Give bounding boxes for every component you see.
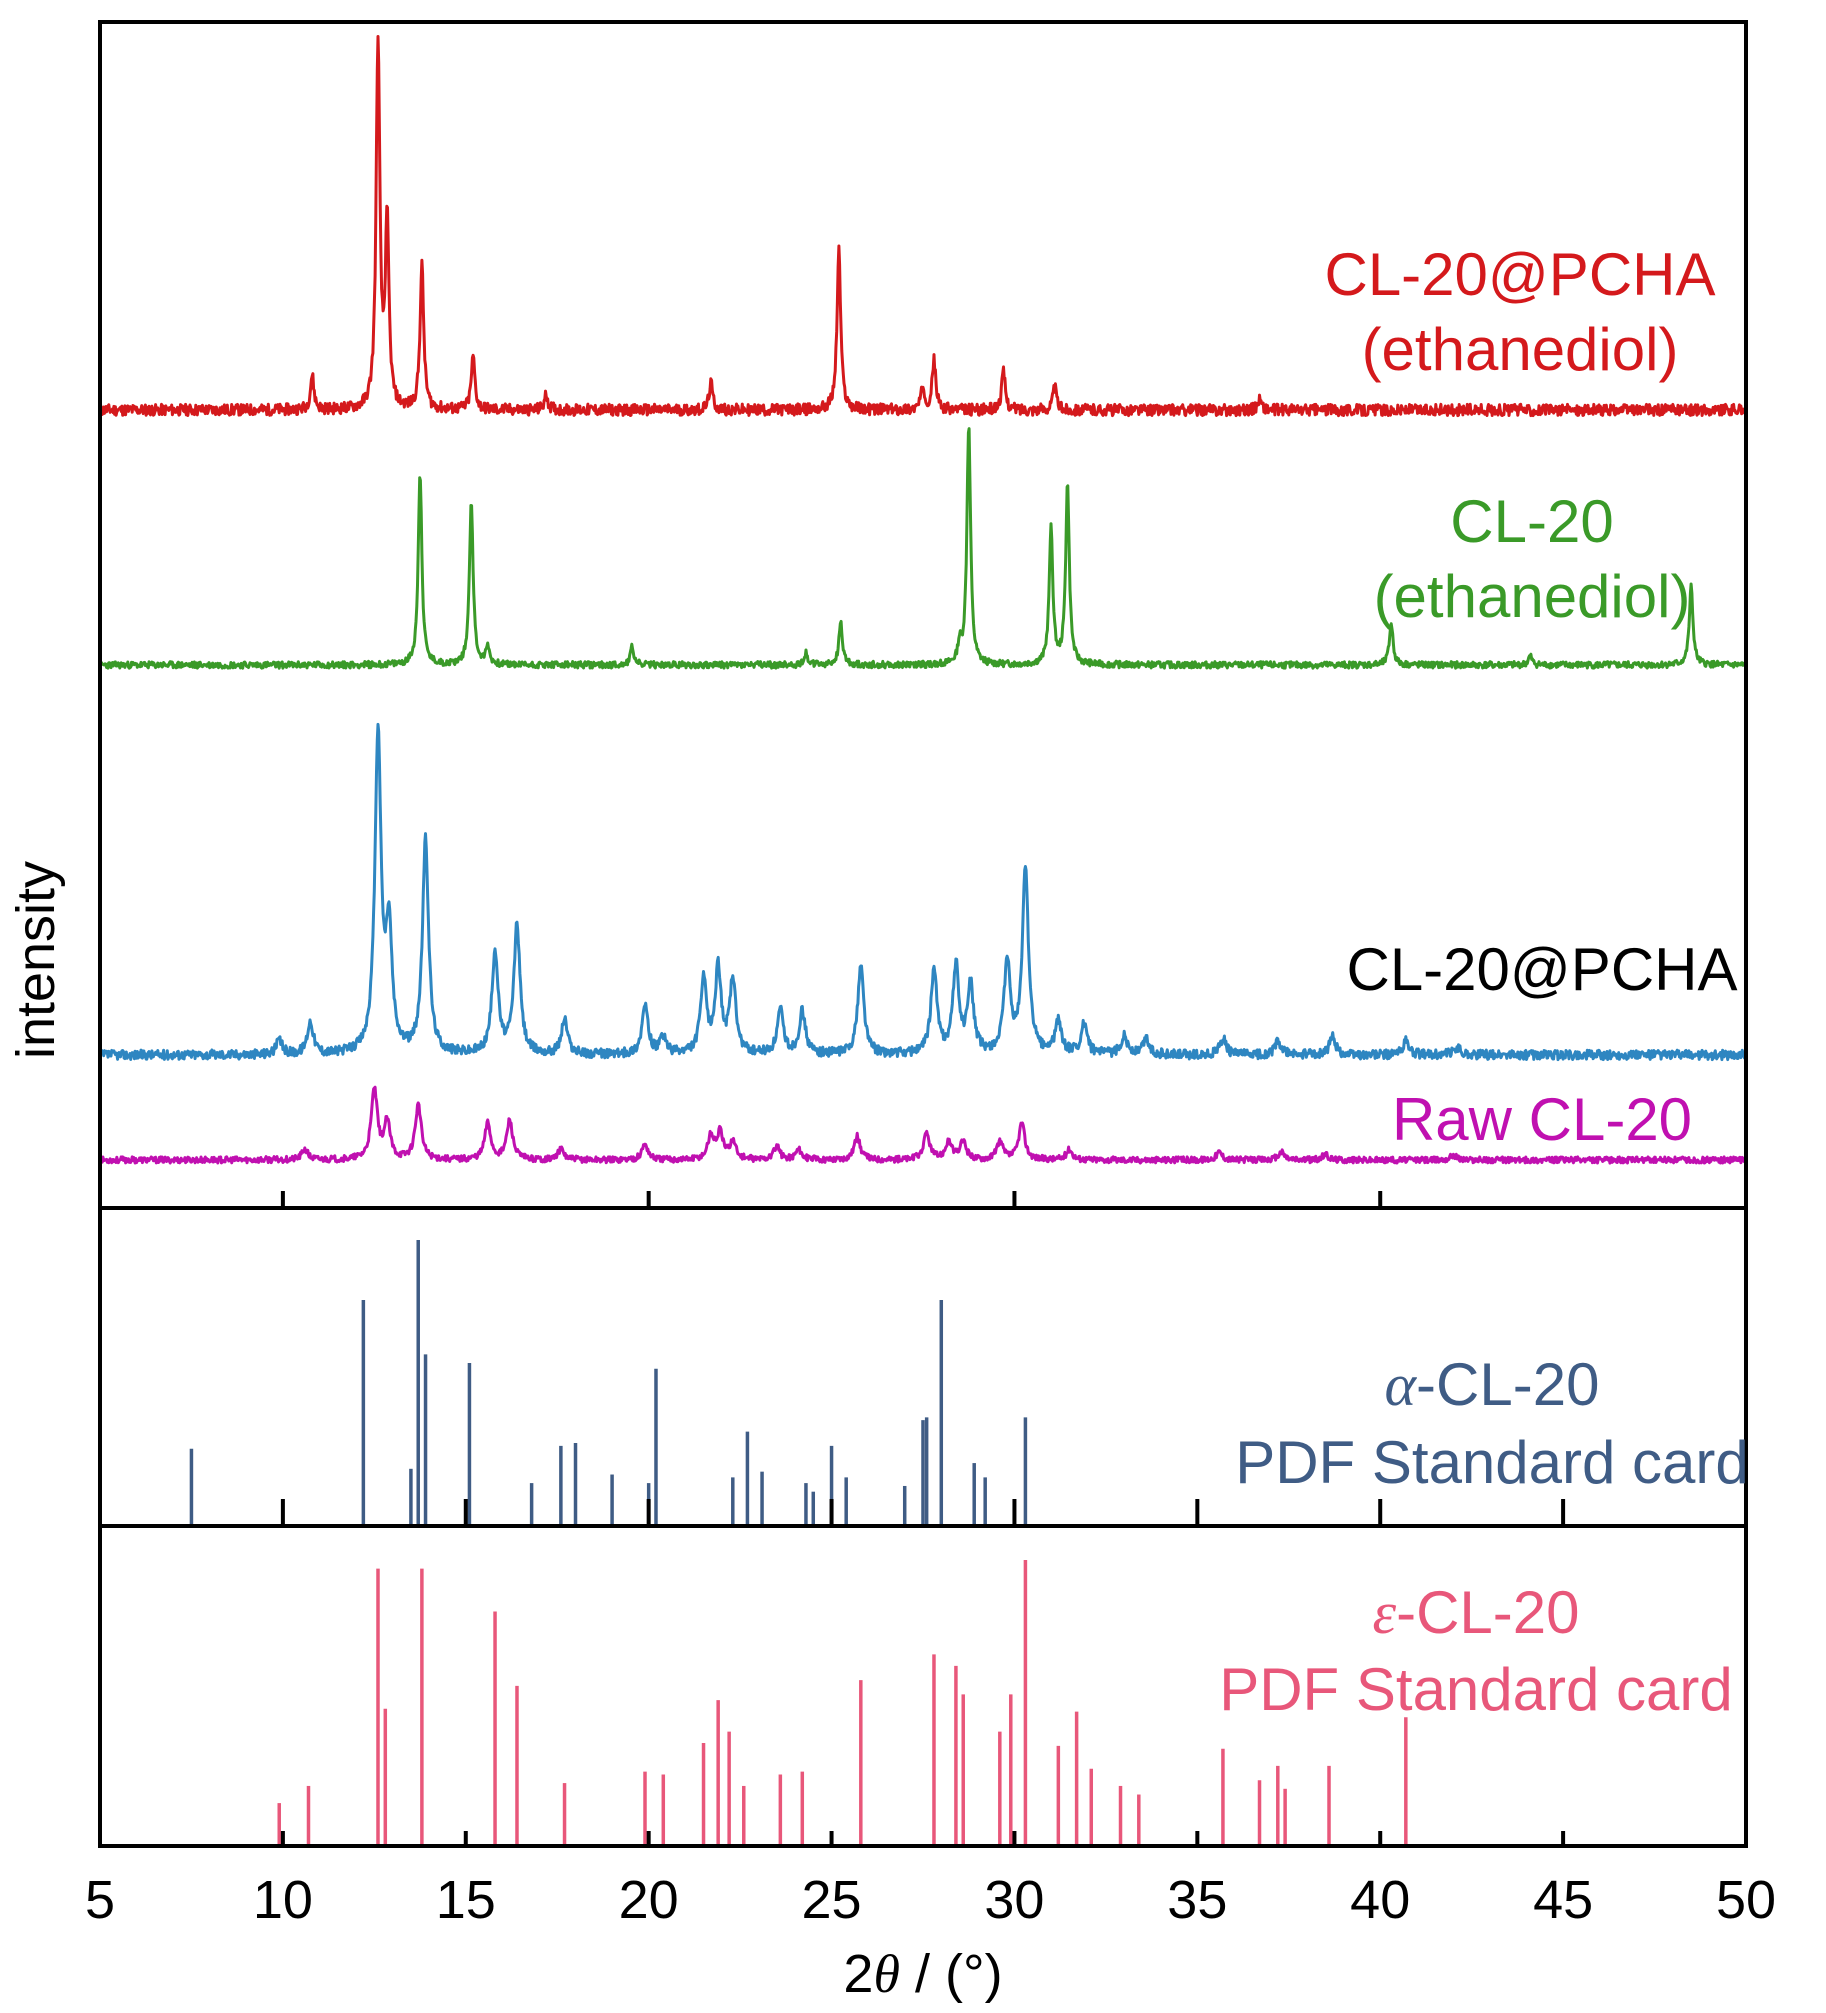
curve-raw-cl20 (102, 1085, 1744, 1165)
x-axis-title-theta: θ (873, 1944, 900, 2004)
x-tick-label: 25 (802, 1870, 862, 1930)
label-cl20-pcha: CL-20@PCHA (1346, 936, 1737, 1003)
tick-marks (280, 1191, 1566, 1846)
label-epsilon-pdf-card: PDF Standard card (1219, 1656, 1733, 1723)
curve-cl20-pcha (102, 722, 1744, 1062)
label-cl20-ethanediol-line1: CL-20 (1450, 488, 1613, 555)
epsilon-symbol: ε (1372, 1580, 1396, 1646)
x-axis-title-suffix: / (°) (900, 1944, 1003, 2004)
x-tick-label: 45 (1533, 1870, 1593, 1930)
x-tick-label: 30 (984, 1870, 1044, 1930)
epsilon-name: -CL-20 (1396, 1579, 1579, 1646)
label-cl20-pcha-ethanediol-line1: CL-20@PCHA (1324, 241, 1715, 308)
x-tick-label: 5 (85, 1870, 115, 1930)
label-alpha-pdf-card: PDF Standard card (1235, 1429, 1749, 1496)
curve-cl20-pcha-ethanediol (102, 35, 1744, 418)
epsilon-reference-panel (98, 1524, 1748, 1848)
x-tick-label: 10 (253, 1870, 313, 1930)
x-axis-title-prefix: 2 (843, 1944, 873, 2004)
label-alpha-cl20: α-CL-20 (1385, 1351, 1600, 1418)
x-tick-label: 40 (1350, 1870, 1410, 1930)
x-tick-labels: 5 10 15 20 25 30 35 40 45 50 (85, 1870, 1776, 1930)
x-tick-label: 20 (619, 1870, 679, 1930)
pattern-curves (102, 35, 1744, 1165)
alpha-sticks (189, 1240, 1028, 1524)
label-raw-cl20: Raw CL-20 (1392, 1086, 1692, 1153)
label-cl20-ethanediol-line2: (ethanediol) (1374, 563, 1691, 630)
epsilon-sticks (277, 1560, 1408, 1844)
label-epsilon-cl20: ε-CL-20 (1372, 1579, 1579, 1646)
x-tick-label: 50 (1716, 1870, 1776, 1930)
alpha-symbol: α (1385, 1352, 1418, 1418)
alpha-name: -CL-20 (1416, 1351, 1599, 1418)
x-tick-label: 35 (1167, 1870, 1227, 1930)
x-axis-title: 2θ / (°) (843, 1944, 1002, 2004)
y-axis-title: intensity (6, 861, 66, 1059)
label-cl20-pcha-ethanediol-line2: (ethanediol) (1362, 316, 1679, 383)
x-tick-label: 15 (436, 1870, 496, 1930)
curve-cl20-ethanediol (102, 427, 1744, 670)
